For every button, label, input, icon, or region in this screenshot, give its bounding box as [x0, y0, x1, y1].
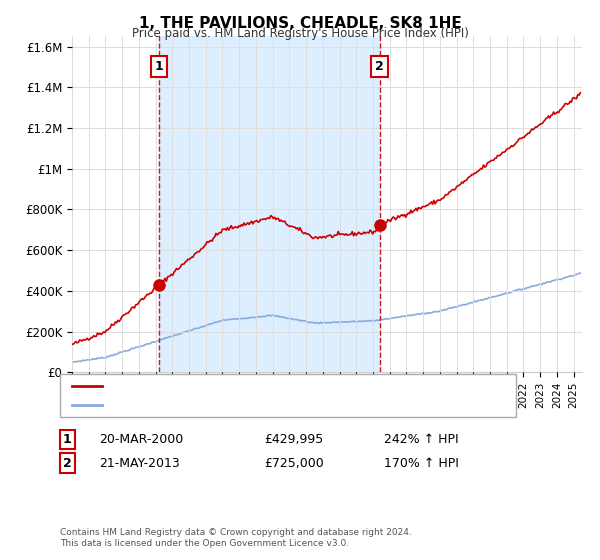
Text: 1, THE PAVILIONS, CHEADLE, SK8 1HE (detached house): 1, THE PAVILIONS, CHEADLE, SK8 1HE (deta…: [108, 381, 421, 391]
Text: £725,000: £725,000: [264, 456, 324, 470]
Text: HPI: Average price, detached house, Stockport: HPI: Average price, detached house, Stoc…: [108, 400, 368, 410]
Text: £429,995: £429,995: [264, 433, 323, 446]
Text: 20-MAR-2000: 20-MAR-2000: [99, 433, 183, 446]
Text: 2: 2: [375, 60, 384, 73]
Text: 170% ↑ HPI: 170% ↑ HPI: [384, 456, 459, 470]
Text: 2: 2: [63, 456, 72, 470]
Text: 242% ↑ HPI: 242% ↑ HPI: [384, 433, 458, 446]
Text: 21-MAY-2013: 21-MAY-2013: [99, 456, 180, 470]
Text: 1: 1: [63, 433, 72, 446]
Text: 1, THE PAVILIONS, CHEADLE, SK8 1HE: 1, THE PAVILIONS, CHEADLE, SK8 1HE: [139, 16, 461, 31]
Text: Contains HM Land Registry data © Crown copyright and database right 2024.
This d: Contains HM Land Registry data © Crown c…: [60, 528, 412, 548]
Text: Price paid vs. HM Land Registry's House Price Index (HPI): Price paid vs. HM Land Registry's House …: [131, 27, 469, 40]
Text: 1: 1: [155, 60, 164, 73]
Bar: [159, 36, 380, 372]
